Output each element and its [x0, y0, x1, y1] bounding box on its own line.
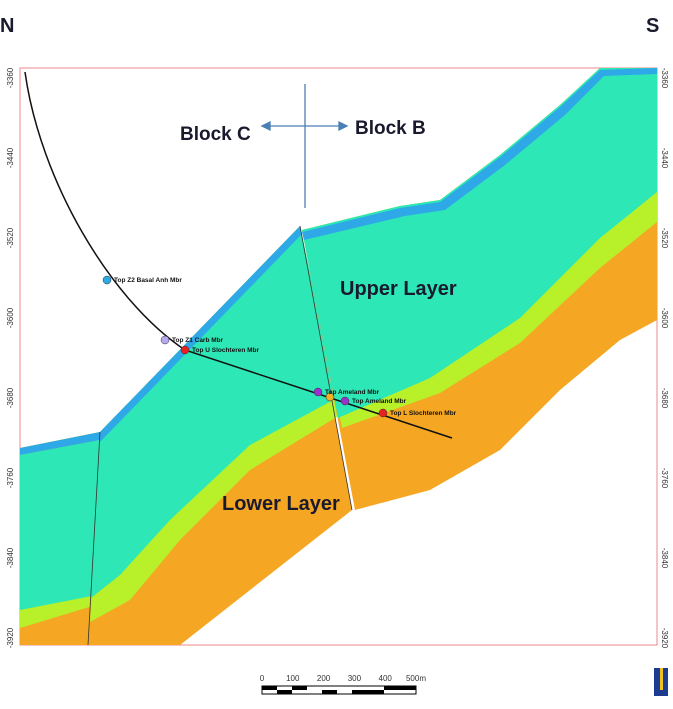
depth-tick-label: -3440	[660, 148, 669, 169]
logo	[660, 668, 663, 690]
scale-label: 0	[260, 674, 265, 683]
layer-label: Upper Layer	[340, 278, 457, 300]
depth-tick-label: -3760	[660, 468, 669, 489]
depth-tick-label: -3760	[6, 467, 15, 488]
well-marker	[181, 346, 189, 354]
south-label: S	[646, 15, 659, 37]
depth-tick-label: -3440	[6, 147, 15, 168]
scale-label: 100	[286, 674, 300, 683]
well-marker-label: Top L Slochteren Mbr	[390, 410, 457, 417]
depth-tick-label: -3840	[660, 548, 669, 569]
left-block	[20, 432, 100, 645]
well-marker	[314, 388, 322, 396]
layer-label: Lower Layer	[222, 493, 340, 515]
depth-tick-label: -3680	[6, 387, 15, 408]
well-marker	[379, 409, 387, 417]
depth-tick-label: -3920	[660, 628, 669, 649]
well-marker-label: Top Z1 Carb Mbr	[172, 337, 224, 344]
well-marker	[341, 397, 349, 405]
depth-tick-label: -3920	[6, 627, 15, 648]
block-label: Block C	[180, 124, 251, 145]
depth-tick-label: -3600	[660, 308, 669, 329]
cross-section: N S Block C Block B Upper Layer Lower La…	[0, 0, 673, 709]
north-label: N	[0, 15, 14, 37]
depth-tick-label: -3520	[6, 227, 15, 248]
block-label: Block B	[355, 118, 426, 139]
scale-label: 500m	[406, 674, 426, 683]
well-marker-label: Top Z2 Basal Anh Mbr	[114, 277, 182, 284]
well-marker-label: Top Ameland Mbr	[325, 389, 380, 396]
well-marker-label: Top U Slochteren Mbr	[192, 347, 260, 354]
depth-tick-label: -3520	[660, 228, 669, 249]
scale-label: 400	[379, 674, 393, 683]
well-marker	[161, 336, 169, 344]
depth-tick-label: -3360	[660, 68, 669, 89]
depth-tick-label: -3680	[660, 388, 669, 409]
scale-label: 200	[317, 674, 331, 683]
well-marker	[103, 276, 111, 284]
depth-tick-label: -3360	[6, 67, 15, 88]
depth-tick-label: -3840	[6, 547, 15, 568]
scale-label: 300	[348, 674, 362, 683]
depth-tick-label: -3600	[6, 307, 15, 328]
well-marker-label: Top Ameland Mbr	[352, 398, 407, 405]
scale-bar	[262, 686, 416, 694]
